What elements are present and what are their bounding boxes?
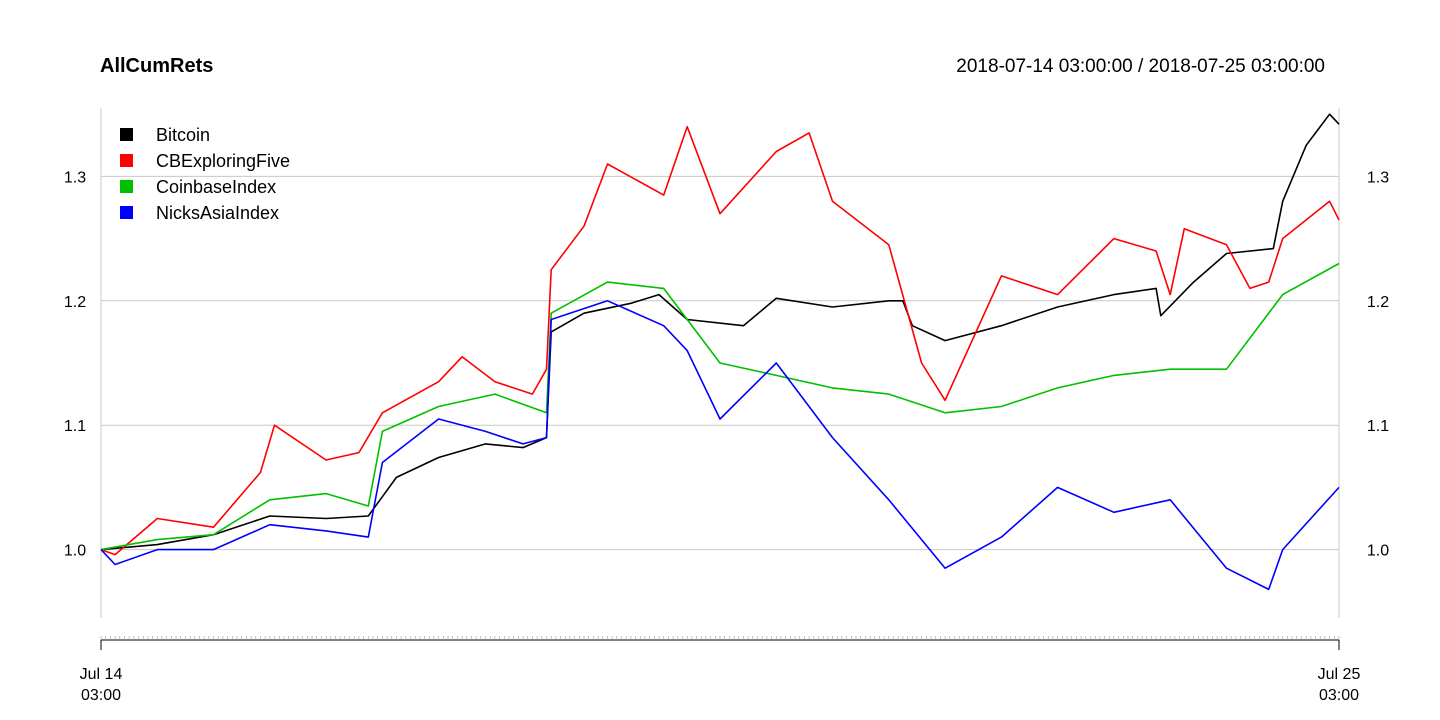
series-line-cbexploringfive (100, 125, 1340, 556)
chart-title: AllCumRets (100, 55, 213, 77)
legend: Bitcoin CBExploringFive CoinbaseIndex Nicks… (120, 125, 290, 223)
legend-label-nicksasiaindex: NicksAsiaIndex (156, 203, 279, 223)
y-axis: 1.0 1.0 1.1 1.1 1.2 1.2 1.3 1.3 (64, 169, 1389, 559)
x-axis: Jul 14 03:00 Jul 25 03:00 (80, 640, 1361, 704)
legend-swatch-nicksasiaindex (120, 206, 133, 219)
legend-swatch-coinbaseindex (120, 180, 133, 193)
x-tick-label: Jul 25 (1318, 666, 1361, 683)
y-tick-label-right: 1.2 (1367, 294, 1389, 311)
legend-label-cbexploringfive: CBExploringFive (156, 151, 290, 171)
y-tick-label-left: 1.0 (64, 543, 86, 560)
series-line-coinbaseindex (100, 262, 1340, 551)
legend-label-bitcoin: Bitcoin (156, 125, 210, 145)
series-lines (100, 113, 1340, 591)
axes (100, 108, 1340, 641)
date-range-label: 2018-07-14 03:00:00 / 2018-07-25 03:00:0… (956, 56, 1325, 77)
x-tick-label-time: 03:00 (1319, 687, 1359, 704)
x-tick-label: Jul 14 (80, 666, 123, 683)
series-line-bitcoin (100, 113, 1340, 551)
y-tick-label-left: 1.3 (64, 169, 86, 186)
y-tick-label-right: 1.1 (1367, 418, 1389, 435)
legend-label-coinbaseindex: CoinbaseIndex (156, 177, 276, 197)
y-tick-label-left: 1.1 (64, 418, 86, 435)
grid-lines (101, 175, 1339, 551)
y-tick-label-right: 1.0 (1367, 543, 1389, 560)
series-line-nicksasiaindex (100, 300, 1340, 591)
x-tick-label-time: 03:00 (81, 687, 121, 704)
legend-swatch-cbexploringfive (120, 154, 133, 167)
y-tick-label-left: 1.2 (64, 294, 86, 311)
y-tick-label-right: 1.3 (1367, 169, 1389, 186)
legend-swatch-bitcoin (120, 128, 133, 141)
